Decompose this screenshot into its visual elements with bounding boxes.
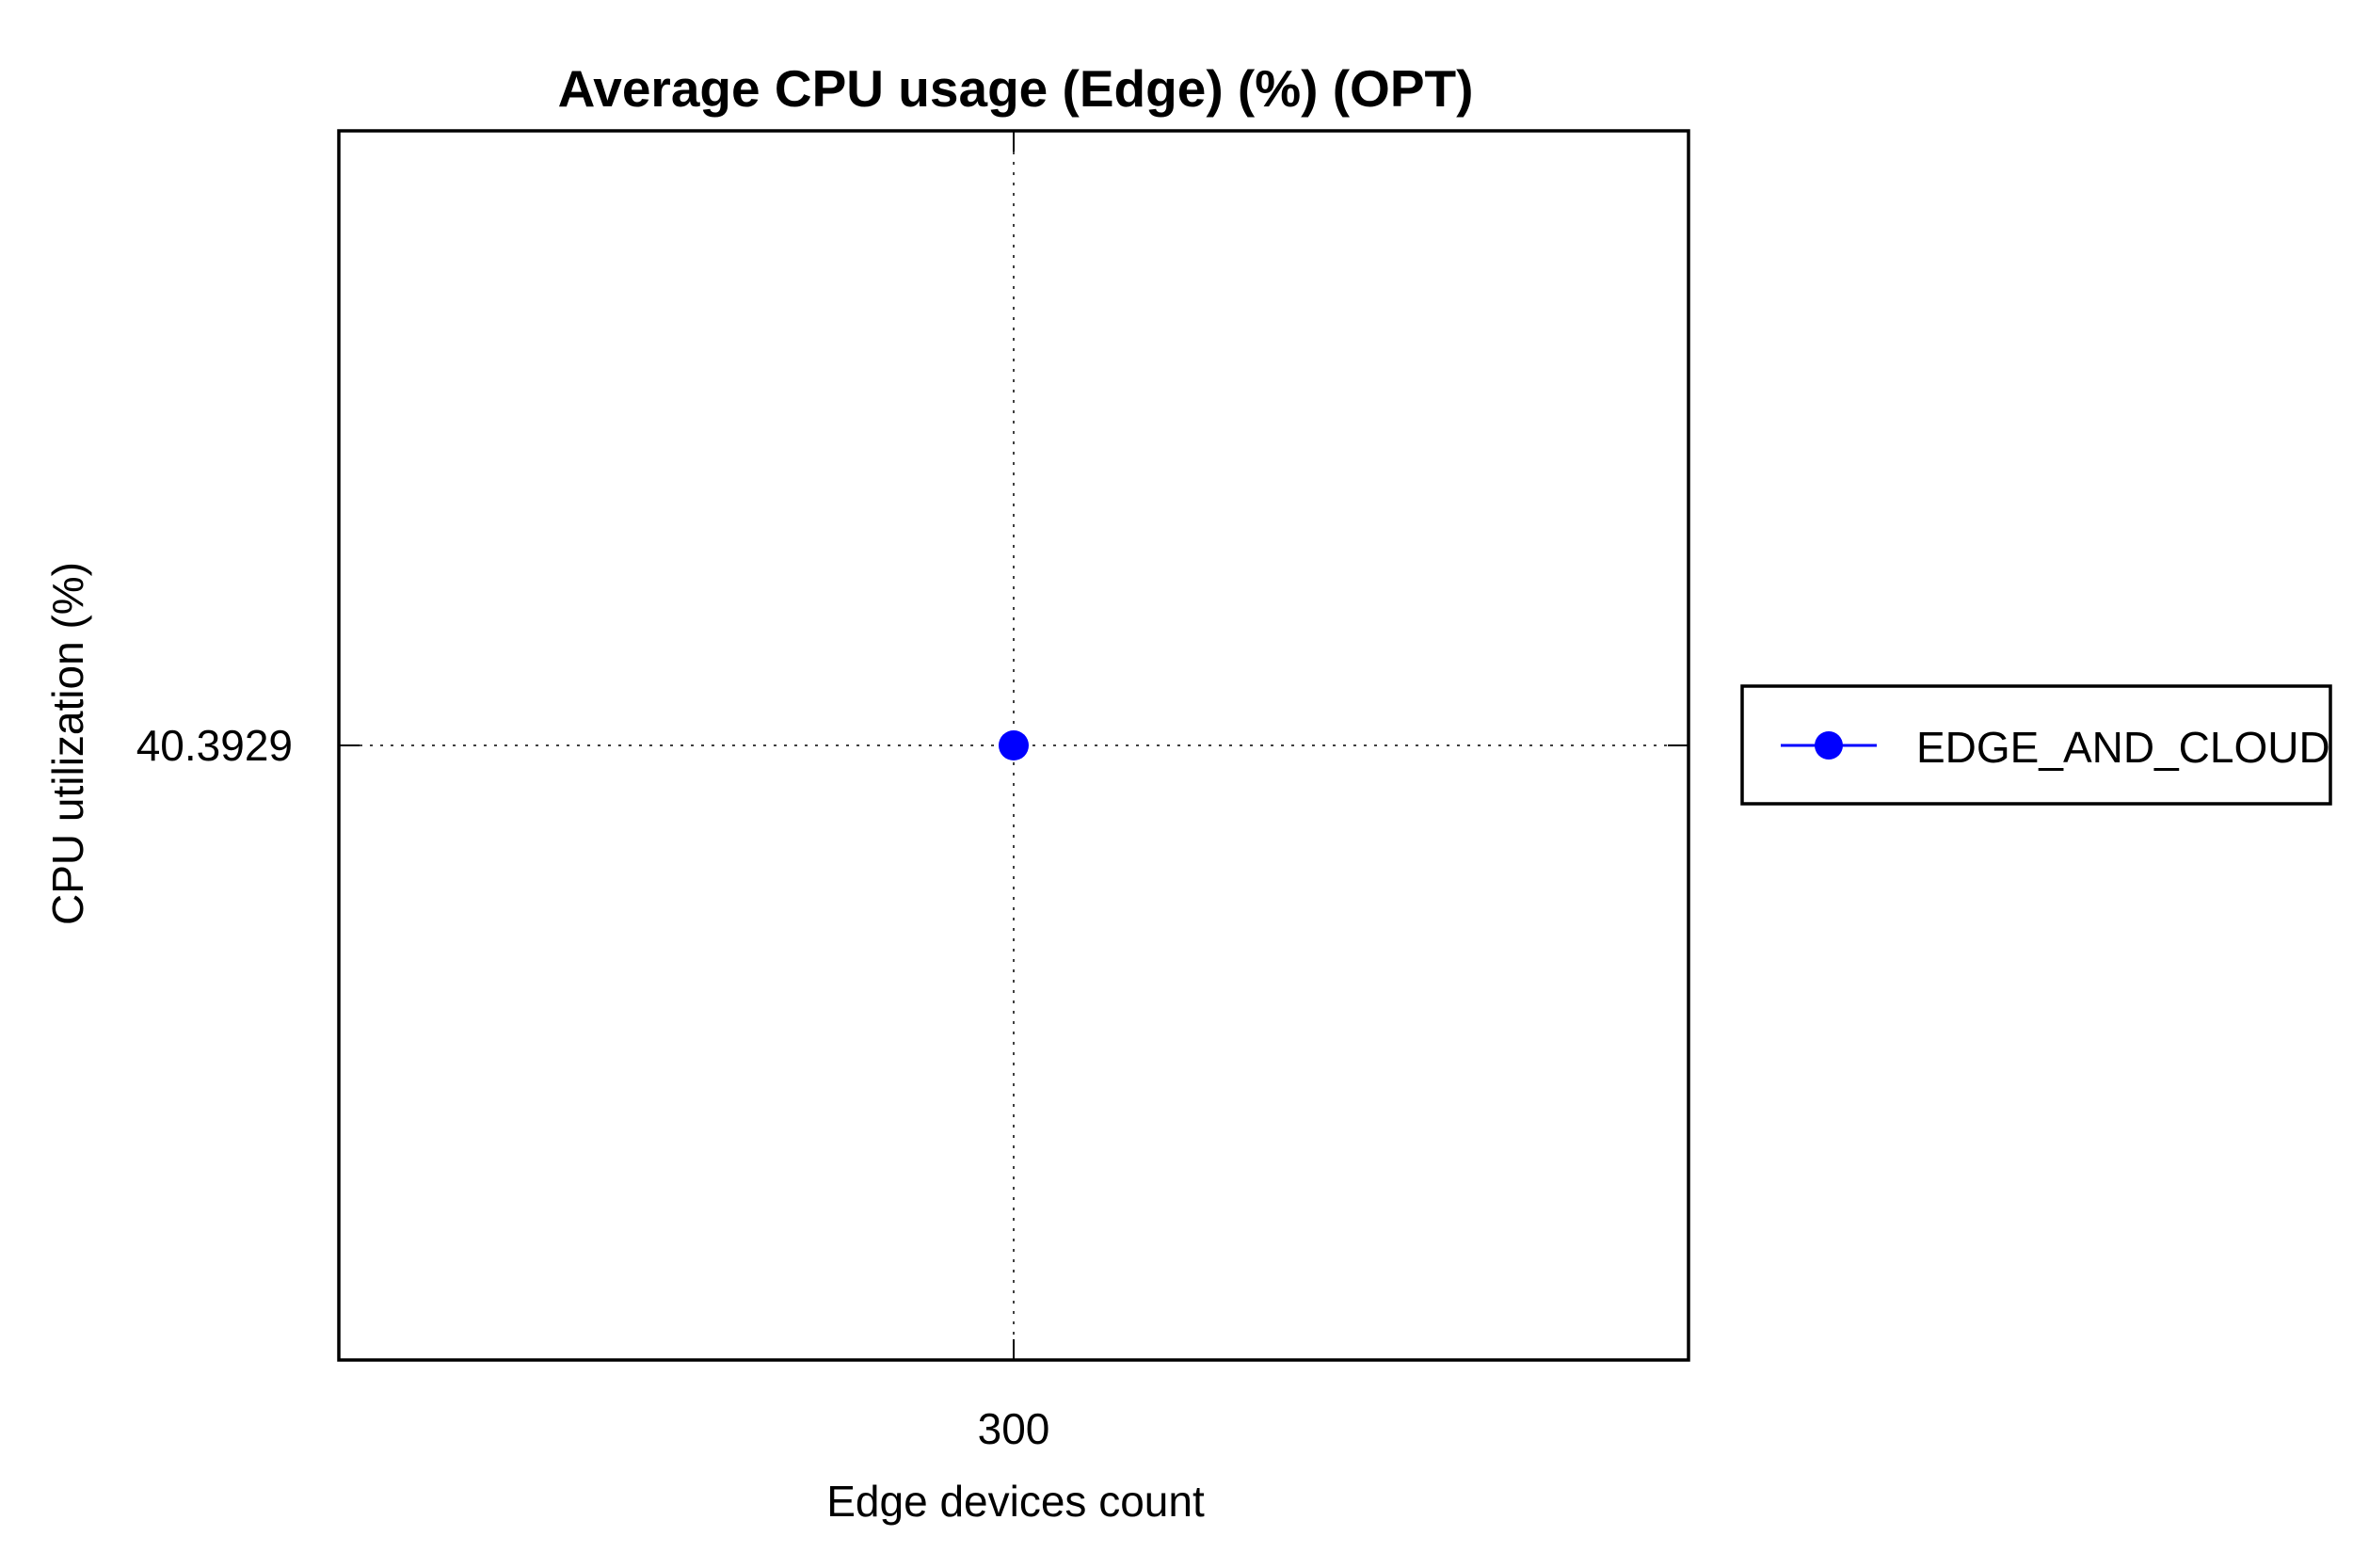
legend-marker (1815, 731, 1843, 760)
legend: EDGE_AND_CLOUD (1740, 684, 2332, 806)
x-tick-label: 300 (978, 1404, 1050, 1453)
x-axis-label: Edge devices count (826, 1477, 1205, 1526)
series-layer (999, 730, 1029, 760)
y-tick-label: 40.3929 (136, 721, 293, 770)
y-axis-label: CPU utilization (%) (43, 562, 92, 925)
data-point (999, 730, 1029, 760)
legend-label-edge-and-cloud: EDGE_AND_CLOUD (1916, 723, 2330, 772)
chart-title: Average CPU usage (Edge) (%) (OPT) (558, 59, 1474, 118)
axis-ticks: 300 40.3929 (136, 131, 1689, 1453)
